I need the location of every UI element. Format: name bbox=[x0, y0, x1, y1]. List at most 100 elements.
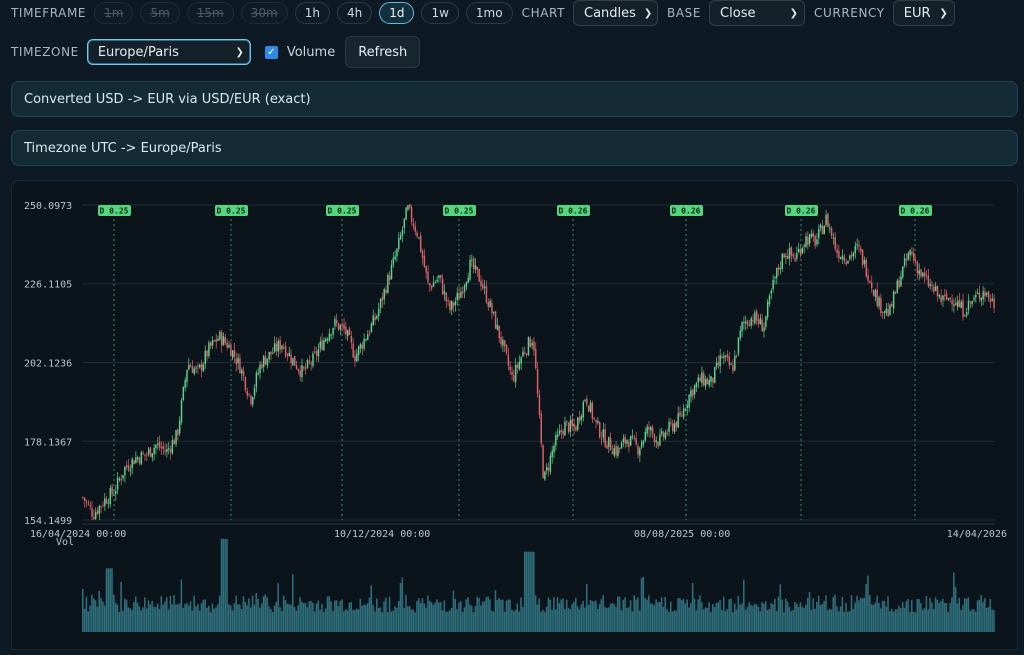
candle-body bbox=[239, 358, 241, 374]
candle-body bbox=[951, 300, 953, 305]
candle-body bbox=[516, 364, 519, 368]
volume-bar bbox=[324, 608, 327, 632]
candle-body bbox=[511, 371, 513, 375]
volume-bar bbox=[631, 611, 634, 632]
timeframe-1w-button[interactable]: 1w bbox=[421, 2, 459, 24]
chart-type-select[interactable]: Candles ❯ bbox=[573, 0, 658, 26]
candle-body bbox=[352, 343, 354, 358]
volume-bar bbox=[354, 609, 356, 632]
timeframe-1mo-button[interactable]: 1mo bbox=[465, 2, 513, 24]
volume-bar bbox=[894, 609, 897, 632]
volume-bar bbox=[839, 606, 842, 632]
candle-body bbox=[250, 395, 252, 404]
volume-bar bbox=[291, 574, 294, 632]
candle-body bbox=[525, 353, 528, 355]
candle-body bbox=[412, 223, 415, 227]
volume-bar bbox=[122, 610, 124, 632]
candle-body bbox=[252, 396, 254, 405]
candle-body bbox=[586, 398, 588, 405]
volume-bar bbox=[178, 603, 181, 632]
volume-bar bbox=[781, 599, 783, 632]
candle-body bbox=[177, 429, 179, 436]
candle-body bbox=[465, 282, 468, 287]
volume-bar bbox=[604, 606, 606, 632]
volume-bar bbox=[934, 597, 937, 632]
volume-bar bbox=[491, 610, 493, 632]
candle-body bbox=[942, 295, 944, 301]
volume-bar bbox=[909, 611, 911, 632]
chart-type-value: Candles bbox=[584, 5, 636, 21]
candle-body bbox=[288, 352, 290, 357]
volume-bar bbox=[602, 595, 604, 632]
candle-body bbox=[832, 237, 835, 239]
volume-bar bbox=[558, 603, 561, 632]
candle-body bbox=[266, 358, 269, 366]
timezone-label: TIMEZONE bbox=[11, 45, 79, 59]
timeframe-30m-button: 30m bbox=[240, 2, 288, 24]
candle-body bbox=[666, 432, 668, 434]
volume-bar bbox=[186, 602, 188, 632]
y-tick-label: 202.1236 bbox=[24, 359, 72, 370]
volume-bar bbox=[224, 538, 226, 632]
volume-bar bbox=[156, 603, 159, 632]
timeframe-1d-button[interactable]: 1d bbox=[379, 2, 415, 24]
candle-body bbox=[392, 257, 395, 265]
timeframe-4h-button[interactable]: 4h bbox=[336, 2, 373, 24]
candle-body bbox=[292, 357, 294, 365]
volume-bar bbox=[379, 607, 382, 632]
candle-body bbox=[856, 244, 858, 246]
candle-body bbox=[483, 286, 486, 288]
volume-bar bbox=[377, 607, 380, 632]
volume-bar bbox=[113, 594, 115, 632]
candle-body bbox=[987, 291, 990, 299]
volume-bar bbox=[927, 609, 929, 632]
timezone-select[interactable]: Europe/Paris ❯ bbox=[86, 39, 251, 65]
refresh-button[interactable]: Refresh bbox=[345, 36, 421, 68]
candle-body bbox=[626, 440, 628, 444]
candle-body bbox=[894, 292, 897, 294]
candle-body bbox=[734, 355, 736, 371]
volume-checkbox[interactable]: ✓ bbox=[264, 45, 278, 59]
volume-bar bbox=[282, 595, 285, 632]
volume-bar bbox=[175, 604, 177, 632]
volume-bar bbox=[914, 612, 917, 632]
candle-body bbox=[759, 318, 762, 325]
candle-body bbox=[903, 258, 906, 266]
candle-body bbox=[947, 298, 950, 301]
candle-body bbox=[303, 367, 305, 369]
candle-body bbox=[314, 351, 316, 353]
candle-body bbox=[370, 323, 373, 332]
price-chart[interactable]: 250.0973 226.1105 202.1236 178.1367 154.1499… bbox=[12, 181, 1017, 651]
candle-body bbox=[545, 466, 548, 471]
candle-body bbox=[367, 334, 369, 341]
volume-bar bbox=[642, 576, 645, 632]
currency-select[interactable]: EUR ❯ bbox=[892, 0, 955, 26]
candle-body bbox=[867, 275, 869, 281]
volume-bar bbox=[704, 607, 707, 632]
candle-body bbox=[986, 293, 988, 295]
volume-bar bbox=[405, 595, 407, 632]
volume-bar bbox=[417, 598, 420, 632]
volume-bar bbox=[737, 595, 740, 632]
volume-bar bbox=[284, 600, 287, 632]
candle-body bbox=[892, 291, 895, 309]
candle-body bbox=[567, 422, 570, 433]
volume-bar bbox=[299, 597, 301, 632]
volume-bar bbox=[954, 586, 957, 632]
timeframe-1h-button[interactable]: 1h bbox=[294, 2, 330, 24]
volume-bar bbox=[136, 602, 139, 632]
volume-bar bbox=[971, 609, 973, 632]
candle-body bbox=[403, 218, 406, 228]
volume-bar bbox=[498, 598, 500, 632]
candle-body bbox=[955, 302, 957, 306]
dividend-label: D 0.25 bbox=[217, 207, 246, 216]
candle-body bbox=[829, 227, 831, 229]
base-select[interactable]: Close ❯ bbox=[709, 0, 806, 26]
candle-body bbox=[551, 450, 553, 458]
candle-body bbox=[854, 245, 857, 253]
volume-bar bbox=[423, 603, 426, 632]
candle-body bbox=[505, 345, 508, 354]
volume-bar bbox=[162, 604, 164, 632]
volume-bar bbox=[648, 595, 650, 632]
candle-body bbox=[401, 229, 404, 236]
